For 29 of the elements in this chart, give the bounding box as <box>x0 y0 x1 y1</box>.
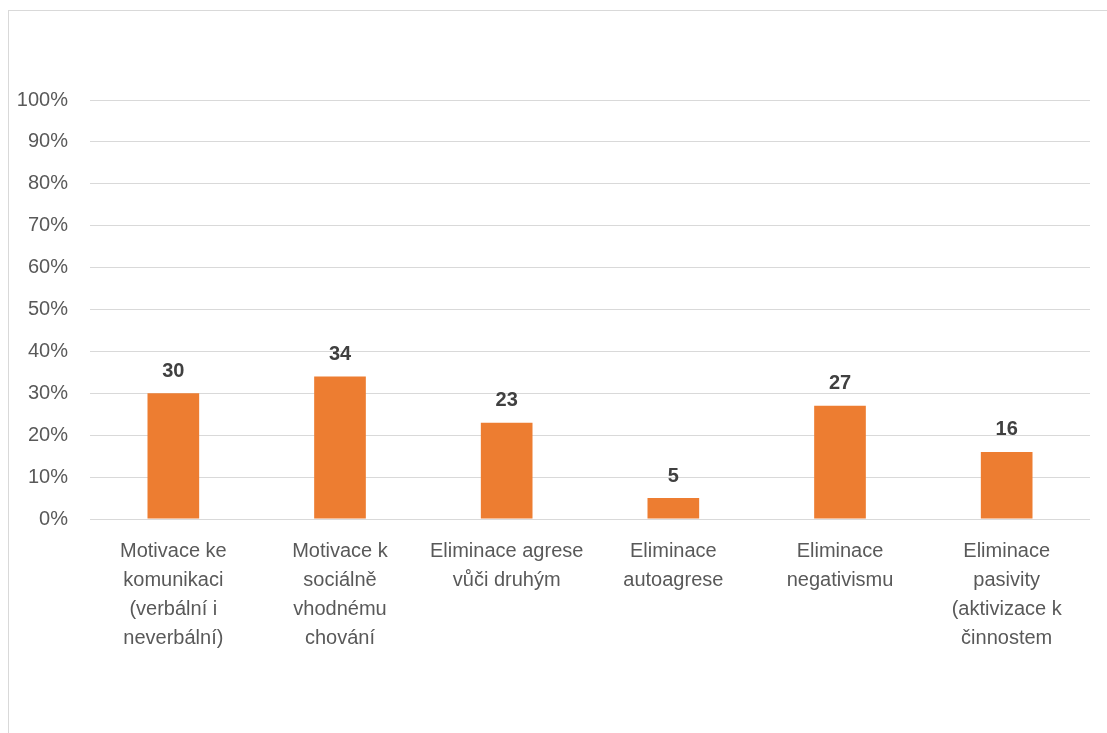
x-tick-label: Motivace k sociálně vhodnému chování <box>292 539 389 649</box>
y-tick-label: 30% <box>27 380 69 403</box>
y-tick-label: 20% <box>27 422 69 445</box>
bar <box>314 376 366 519</box>
y-tick-label: 40% <box>27 338 69 361</box>
y-tick-label: 0% <box>39 506 69 529</box>
bar <box>647 498 700 519</box>
data-label: 27 <box>828 371 852 394</box>
data-label: 23 <box>495 388 518 411</box>
x-tick-label: Eliminace autoagrese <box>623 539 724 591</box>
bar <box>814 405 866 519</box>
y-tick-label: 60% <box>27 255 69 278</box>
y-tick-label: 10% <box>27 464 69 487</box>
data-label: 34 <box>328 342 352 365</box>
bar <box>147 393 200 519</box>
data-label: 16 <box>995 417 1018 440</box>
bar <box>480 422 533 519</box>
y-tick-label: 90% <box>27 129 69 152</box>
bar <box>980 451 1033 519</box>
x-tick-label: Motivace ke komunikaci (verbální i neverbální) <box>119 539 227 649</box>
y-tick-label: 70% <box>27 213 69 236</box>
y-tick-label: 80% <box>27 171 69 194</box>
y-tick-label: 100% <box>16 87 69 110</box>
data-label: 5 <box>667 463 679 486</box>
y-tick-label: 50% <box>27 297 69 320</box>
x-tick-label: Eliminace agrese vůči druhým <box>429 539 584 591</box>
x-tick-label: Eliminace pasivity (aktivizace k činnostem <box>951 539 1063 649</box>
x-tick-label: Eliminace negativismu <box>786 539 894 591</box>
data-label: 30 <box>162 358 185 381</box>
